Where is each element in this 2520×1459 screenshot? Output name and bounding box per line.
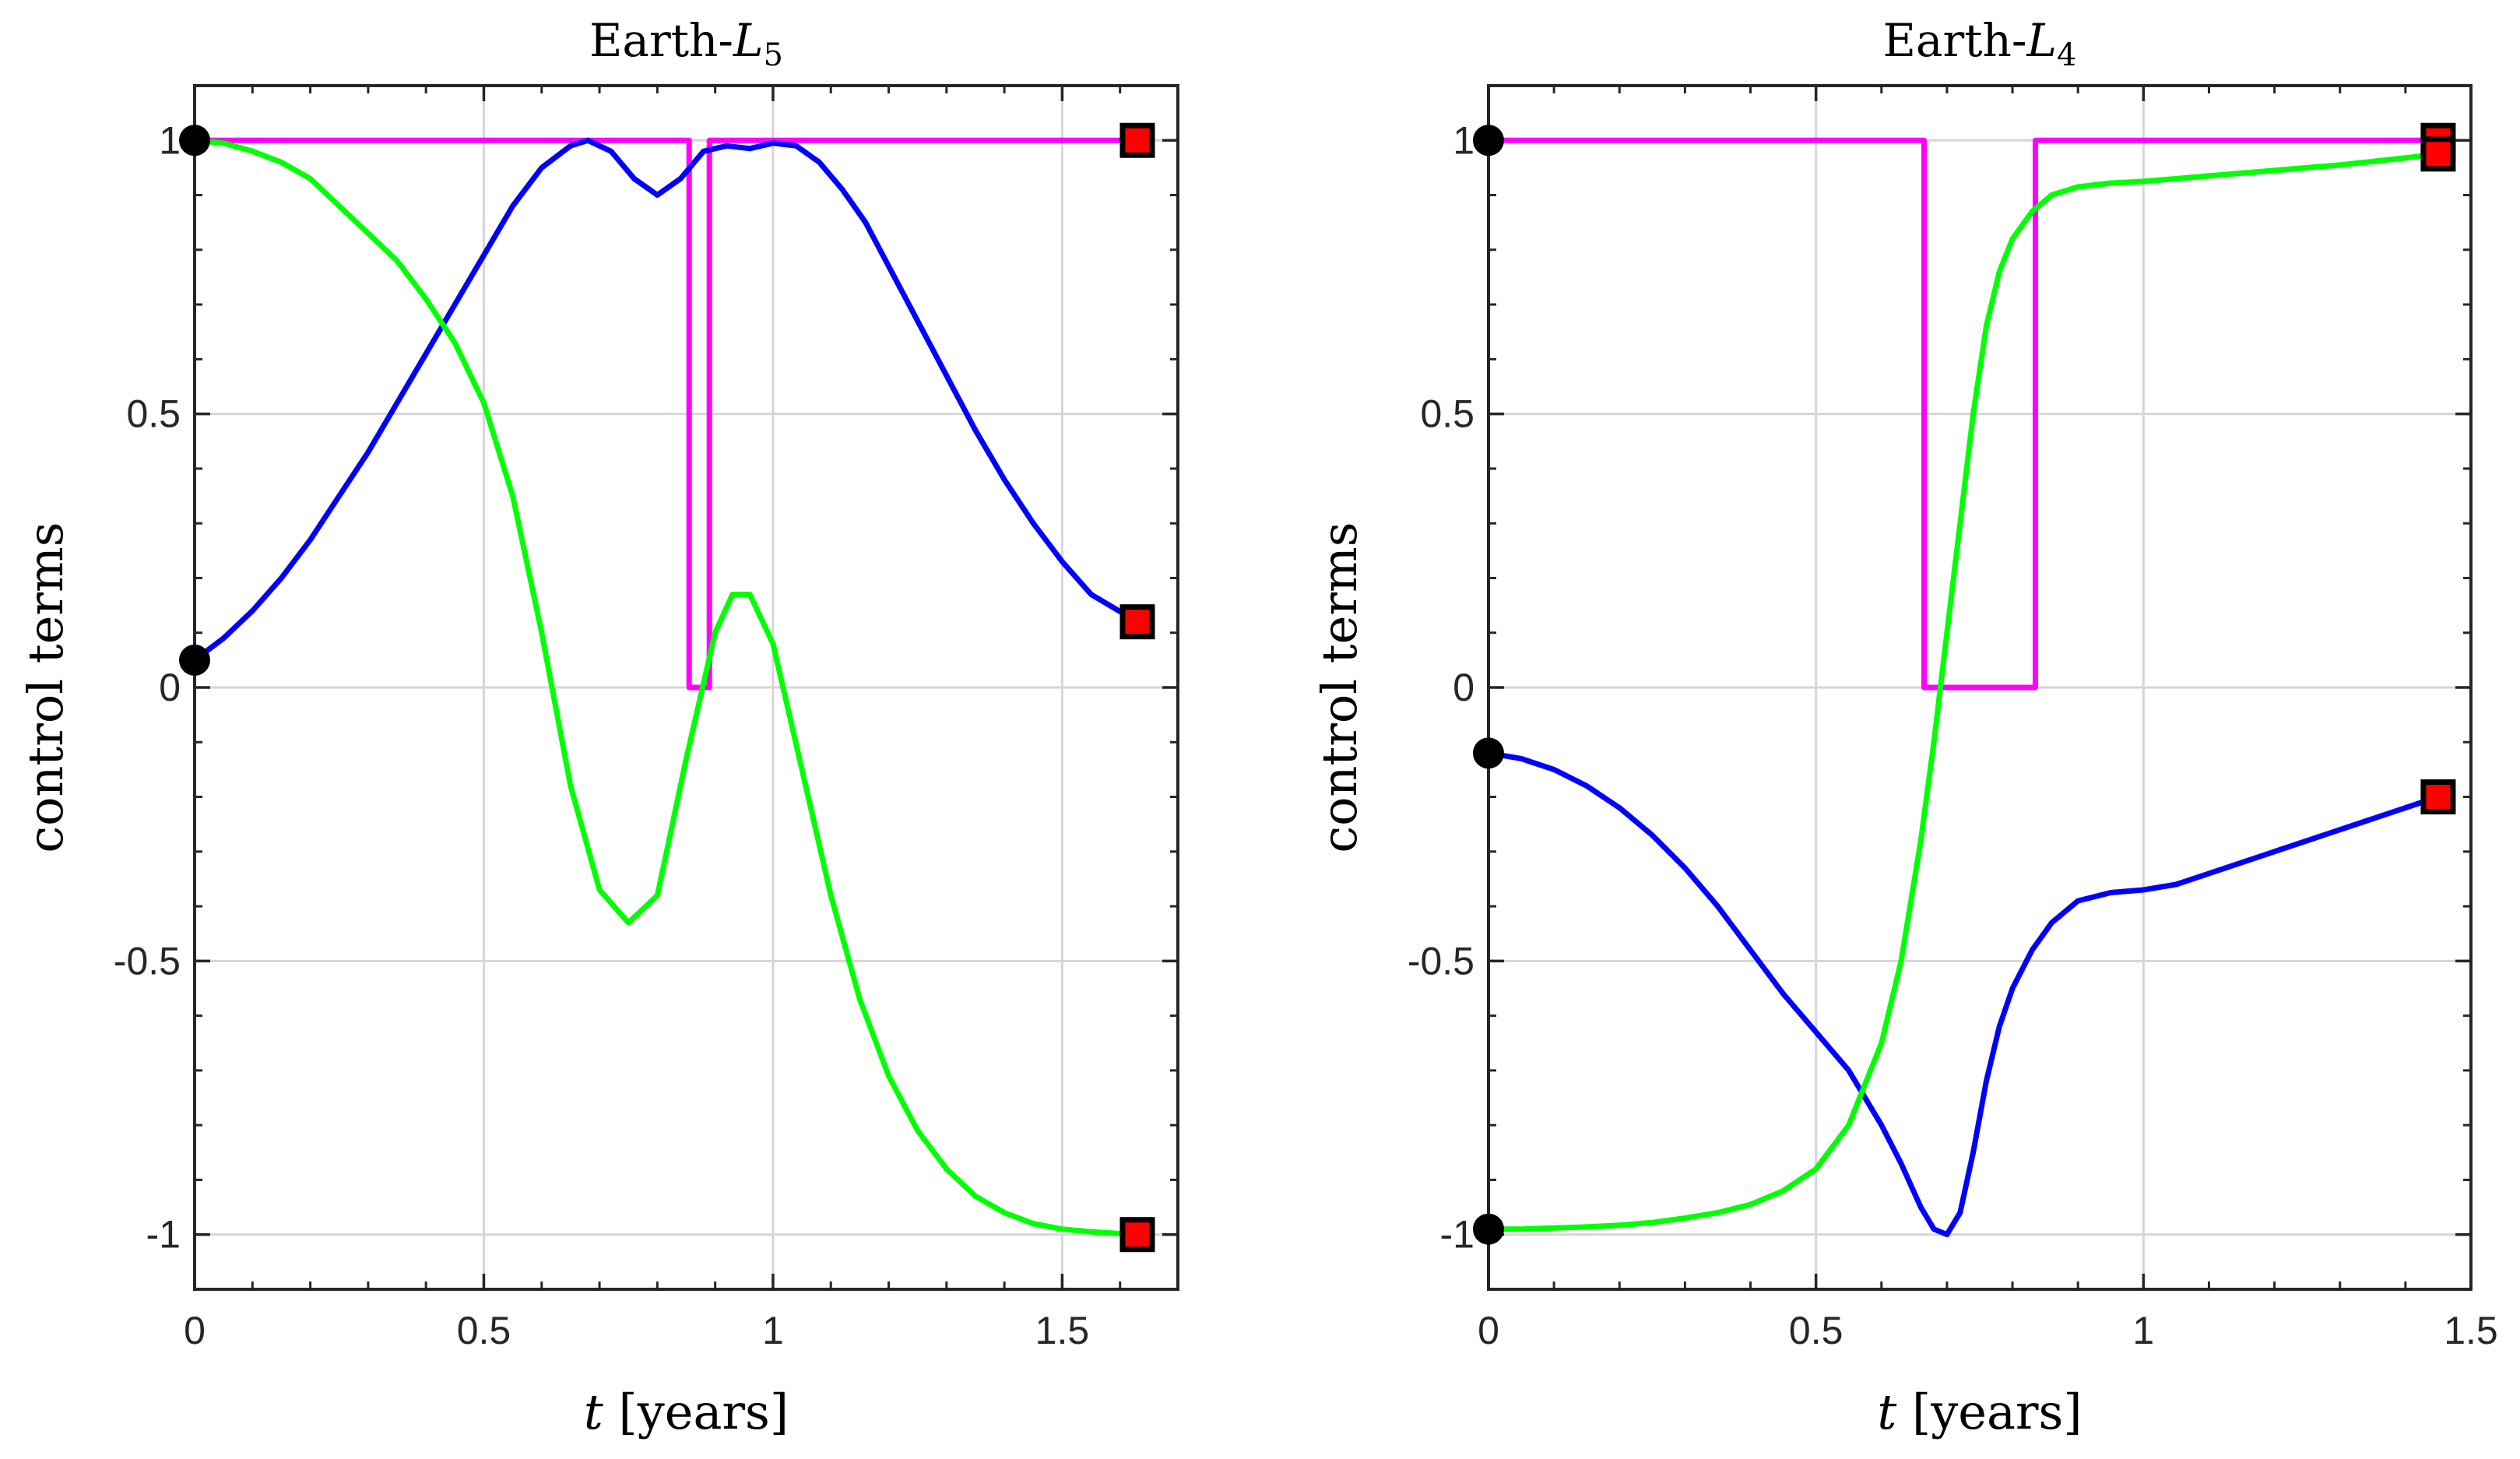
start-marker <box>179 644 210 676</box>
y-tick-label: 0.5 <box>126 392 181 436</box>
title-prefix: Earth- <box>589 14 733 67</box>
start-marker <box>179 125 210 156</box>
x-tick-label: 1 <box>2132 1309 2154 1352</box>
y-axis-label: control terms <box>1311 522 1368 853</box>
x-axis-units: [years] <box>1896 1383 2082 1440</box>
chart-title: Earth-L4 <box>1883 14 2077 73</box>
title-subscript: 5 <box>763 37 782 73</box>
title-subscript: 4 <box>2057 37 2076 73</box>
y-tick-label: -0.5 <box>1408 939 1474 983</box>
y-tick-label: 1 <box>1453 118 1474 162</box>
axes-box <box>1487 84 2473 1291</box>
start-marker <box>1473 737 1504 769</box>
axes-box <box>193 84 1179 1291</box>
y-tick-label: 0 <box>1453 666 1474 709</box>
y-tick-label: 1 <box>159 118 181 162</box>
x-axis-symbol: t <box>584 1383 603 1440</box>
x-axis-label: t [years] <box>584 1383 789 1440</box>
series-line-blue <box>192 137 1139 663</box>
chart-title: Earth-L5 <box>589 14 783 73</box>
start-marker <box>1473 125 1504 156</box>
chart-1: 0 0.5 1 1.5 -1 -0.5 0 0.5 1 Earth-L5 t [years] cont… <box>17 14 1179 1440</box>
x-axis-label: t [years] <box>1877 1383 2082 1440</box>
series-line-green <box>1488 151 2439 1232</box>
start-marker <box>1473 1213 1504 1245</box>
end-marker <box>1119 604 1155 640</box>
x-tick-label: 0 <box>1478 1309 1499 1352</box>
title-symbol: L <box>2026 14 2057 67</box>
chart-2: 0 0.5 1 1.5 -1 -0.5 0 0.5 1 Earth-L4 t [years] cont… <box>1311 14 2498 1440</box>
series-line-green <box>194 137 1138 1238</box>
title-prefix: Earth- <box>1883 14 2027 67</box>
series-line-magenta <box>1488 137 2438 691</box>
x-axis-symbol: t <box>1877 1383 1896 1440</box>
title-symbol: L <box>733 14 764 67</box>
y-tick-label: 0 <box>159 666 181 709</box>
x-tick-label: 1.5 <box>2444 1309 2498 1352</box>
x-axis-units: [years] <box>603 1383 789 1440</box>
end-marker <box>2420 136 2456 172</box>
series-line-blue <box>1488 750 2440 1238</box>
end-marker <box>1119 122 1155 158</box>
y-axis-label: control terms <box>17 522 74 853</box>
x-tick-label: 0.5 <box>457 1309 511 1352</box>
series-line-magenta <box>195 137 1137 691</box>
x-tick-label: 0.5 <box>1789 1309 1843 1352</box>
end-marker <box>1119 1217 1155 1253</box>
y-tick-label: -1 <box>1440 1213 1474 1257</box>
end-marker <box>2420 779 2456 815</box>
x-tick-label: 1.5 <box>1035 1309 1090 1352</box>
x-tick-label: 1 <box>762 1309 784 1352</box>
x-tick-label: 0 <box>184 1309 206 1352</box>
y-tick-label: 0.5 <box>1420 392 1474 436</box>
y-tick-label: -1 <box>146 1213 181 1257</box>
y-tick-label: -0.5 <box>114 939 181 983</box>
